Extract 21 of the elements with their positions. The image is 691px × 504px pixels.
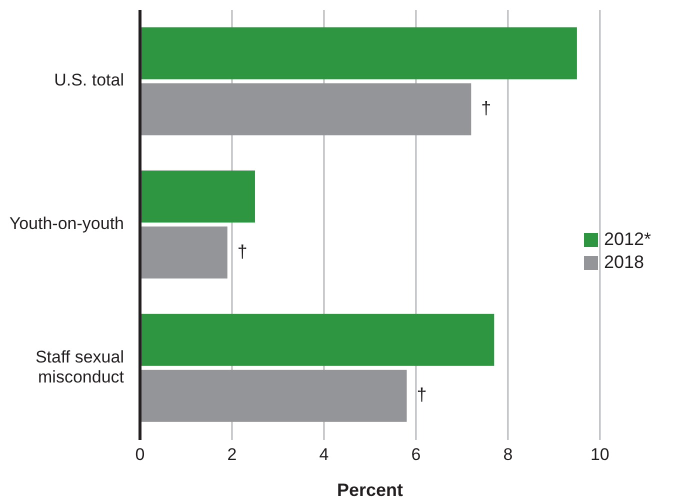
bar (140, 226, 228, 279)
x-tick-label: 6 (411, 445, 421, 464)
data-label: † (481, 98, 492, 118)
legend-label: 2012* (604, 229, 651, 250)
bar (140, 27, 577, 80)
legend-label: 2018 (604, 252, 644, 273)
data-label: † (416, 384, 427, 405)
x-tick-label: 2 (227, 445, 237, 464)
bar (140, 314, 494, 366)
x-tick-label: 4 (319, 445, 329, 464)
x-tick-label: 8 (503, 445, 513, 464)
x-axis-title: Percent (336, 480, 403, 500)
data-label: † (237, 241, 248, 262)
bar (140, 83, 472, 136)
bar (140, 170, 255, 223)
y-tick-label: U.S. total (54, 71, 124, 90)
y-tick-label: Staff sexual misconduct (35, 348, 124, 387)
x-tick-label: 10 (590, 445, 610, 464)
x-tick-label: 0 (135, 445, 145, 464)
bar (140, 370, 407, 422)
y-tick-label: Youth-on-youth (9, 214, 124, 234)
